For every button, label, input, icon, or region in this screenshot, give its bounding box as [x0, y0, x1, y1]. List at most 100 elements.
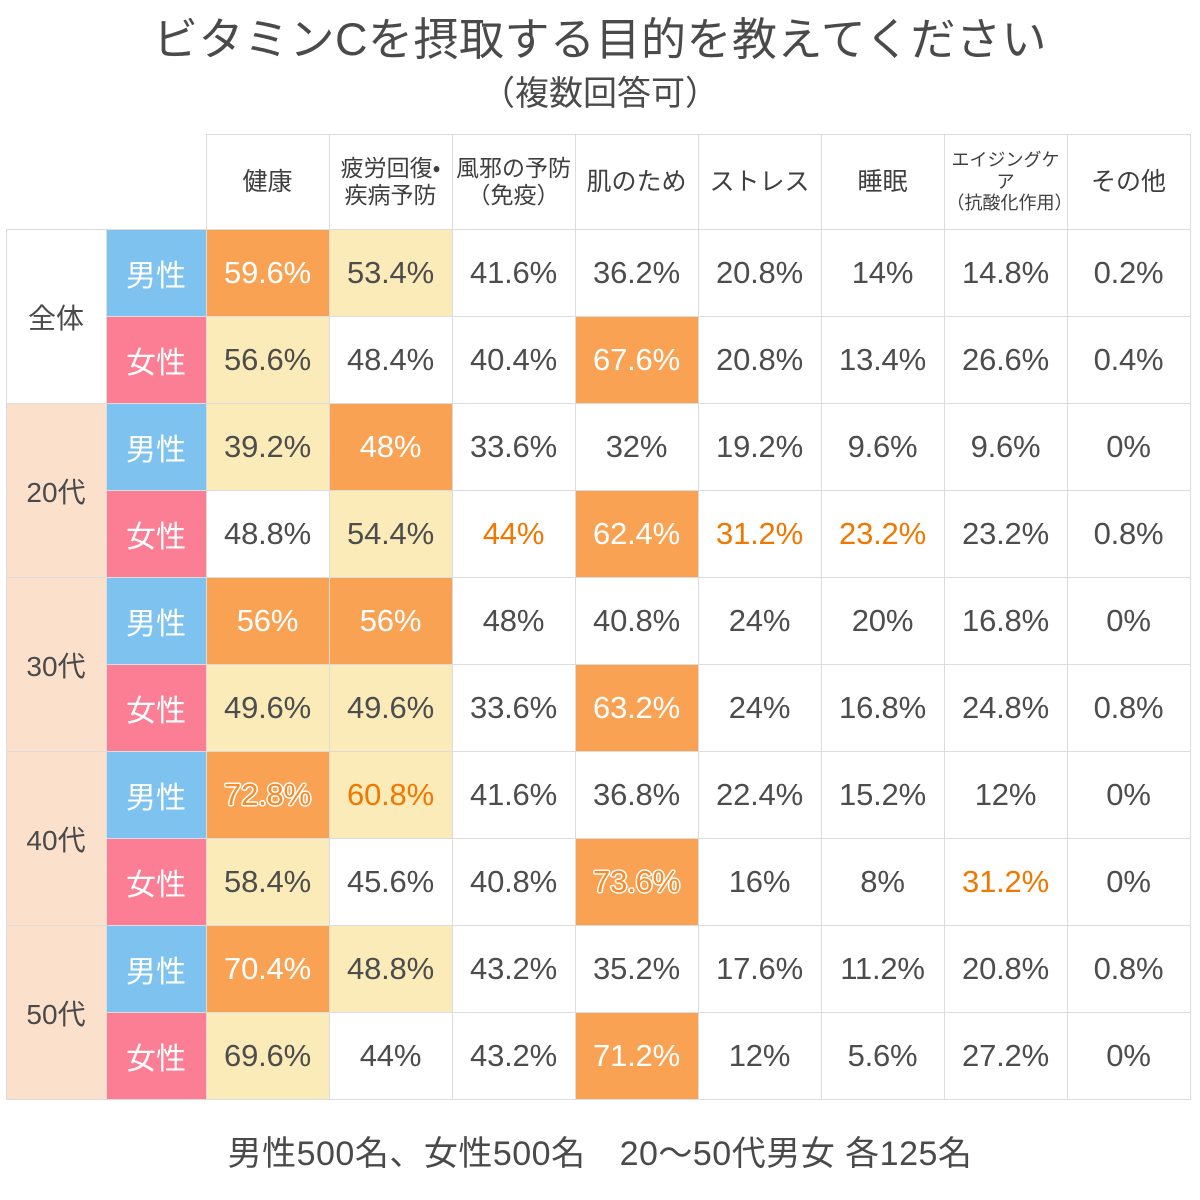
- data-cell: 13.4%: [820, 316, 945, 405]
- data-cell: 41.6%: [451, 229, 576, 318]
- data-cell: 41.6%: [451, 751, 576, 840]
- data-cell: 9.6%: [943, 403, 1068, 492]
- age-group-label: 40代: [5, 751, 107, 927]
- data-cell: 20.8%: [697, 229, 822, 318]
- data-cell: 48.8%: [328, 925, 453, 1014]
- data-cell: 60.8%: [328, 751, 453, 840]
- data-cell: 48.8%: [205, 490, 330, 579]
- data-cell: 56.6%: [205, 316, 330, 405]
- data-cell: 0.4%: [1066, 316, 1191, 405]
- data-cell: 0.8%: [1066, 664, 1191, 753]
- column-header-label: 疾病予防: [344, 182, 437, 209]
- data-cell: 35.2%: [574, 925, 699, 1014]
- gender-badge-female: 女性: [105, 490, 207, 579]
- header-row: 健康 疲労回復・ 疾病予防 風邪の予防 （免疫） 肌のため ストレス 睡眠 エイジングケア （抗酸…: [6, 134, 1191, 231]
- column-header-label: 健康: [242, 167, 293, 196]
- table-row: 40代 男性 72.8% 60.8% 41.6% 36.8% 22.4% 15.2% 12% 0%: [5, 751, 1191, 927]
- column-header-label: 疲労回復・: [340, 154, 441, 181]
- data-cell: 43.2%: [451, 1012, 576, 1101]
- column-header-7: その他: [1066, 134, 1191, 231]
- table-row: 女性 58.4% 45.6% 40.8% 73.6% 16% 8% 31.2% 0%: [6, 838, 1191, 927]
- data-cell: 36.8%: [574, 751, 699, 840]
- data-cell: 11.2%: [820, 925, 945, 1014]
- footer-note: 男性500名、女性500名 20〜50代男女 各125名: [0, 1126, 1200, 1175]
- data-cell: 24%: [697, 664, 822, 753]
- table-row: 女性 48.8% 54.4% 44% 62.4% 31.2% 23.2% 23.2% 0.8%: [6, 490, 1191, 579]
- data-cell: 24%: [697, 577, 822, 666]
- gender-badge-female: 女性: [105, 838, 207, 927]
- page-subtitle: （複数回答可）: [481, 75, 719, 114]
- table-body: 全体 男性 59.6% 53.4% 41.6% 36.2% 20.8% 14% 14.8% 0.2…: [5, 229, 1191, 1101]
- title-block: ビタミンCを摂取する目的を教えてください （複数回答可）: [0, 0, 1200, 116]
- data-cell: 40.8%: [451, 838, 576, 927]
- age-group-label: 全体: [5, 229, 107, 405]
- data-cell: 72.8%: [205, 751, 330, 840]
- column-header-label: （免疫）: [467, 182, 560, 209]
- data-cell: 17.6%: [697, 925, 822, 1014]
- age-group-label: 20代: [5, 403, 107, 579]
- column-header-label: ストレス: [709, 167, 810, 196]
- data-cell: 59.6%: [205, 229, 330, 318]
- page-title: ビタミンCを摂取する目的を教えてください: [153, 14, 1047, 65]
- table-container: 健康 疲労回復・ 疾病予防 風邪の予防 （免疫） 肌のため ストレス 睡眠 エイジングケア （抗酸…: [0, 134, 1200, 1101]
- table-row: 50代 男性 70.4% 48.8% 43.2% 35.2% 17.6% 11.2% 20.8%…: [5, 925, 1191, 1101]
- data-cell: 44%: [328, 1012, 453, 1101]
- data-cell: 0%: [1066, 751, 1191, 840]
- data-cell: 69.6%: [205, 1012, 330, 1101]
- column-header-label: その他: [1090, 167, 1166, 196]
- data-cell: 49.6%: [328, 664, 453, 753]
- gender-badge-female: 女性: [105, 316, 207, 405]
- data-cell: 53.4%: [328, 229, 453, 318]
- data-cell: 48%: [451, 577, 576, 666]
- data-cell: 20%: [820, 577, 945, 666]
- data-cell: 23.2%: [943, 490, 1068, 579]
- table-row: 30代 男性 56% 56% 48% 40.8% 24% 20% 16.8% 0%: [5, 577, 1191, 753]
- data-cell: 0%: [1066, 403, 1191, 492]
- column-header-label: 風邪の予防: [456, 154, 571, 181]
- data-cell: 16.8%: [943, 577, 1068, 666]
- gender-badge-male: 男性: [105, 403, 207, 492]
- table-row: 全体 男性 59.6% 53.4% 41.6% 36.2% 20.8% 14% 14.8% 0.2…: [5, 229, 1191, 405]
- column-header-label: （抗酸化作用）: [946, 193, 1073, 214]
- gender-badge-male: 男性: [105, 577, 207, 666]
- column-header-5: 睡眠: [820, 134, 945, 231]
- data-cell: 31.2%: [697, 490, 822, 579]
- age-group-label: 30代: [5, 577, 107, 753]
- gender-badge-male: 男性: [105, 229, 207, 318]
- column-header-label: 肌のため: [586, 167, 687, 196]
- column-header-label: 睡眠: [857, 167, 908, 196]
- data-cell: 43.2%: [451, 925, 576, 1014]
- data-cell: 19.2%: [697, 403, 822, 492]
- data-cell: 58.4%: [205, 838, 330, 927]
- data-cell: 67.6%: [574, 316, 699, 405]
- column-header-3: 肌のため: [574, 134, 699, 231]
- table-row: 女性 56.6% 48.4% 40.4% 67.6% 20.8% 13.4% 26.6% 0.4…: [6, 316, 1191, 405]
- footer-age-breakdown: 20〜50代男女 各125名: [619, 1135, 973, 1174]
- footer-sample-size: 男性500名、女性500名: [227, 1135, 586, 1174]
- table-row: 女性 69.6% 44% 43.2% 71.2% 12% 5.6% 27.2% 0%: [6, 1012, 1191, 1101]
- data-cell: 70.4%: [205, 925, 330, 1014]
- age-group-label: 50代: [5, 925, 107, 1101]
- data-cell: 32%: [574, 403, 699, 492]
- data-cell: 39.2%: [205, 403, 330, 492]
- data-cell: 71.2%: [574, 1012, 699, 1101]
- gender-badge-male: 男性: [105, 925, 207, 1014]
- data-cell: 14%: [820, 229, 945, 318]
- corner-cell-gender: [106, 135, 206, 230]
- data-cell: 14.8%: [943, 229, 1068, 318]
- column-header-4: ストレス: [697, 134, 822, 231]
- data-cell: 40.4%: [451, 316, 576, 405]
- data-cell: 0%: [1066, 1012, 1191, 1101]
- data-cell: 24.8%: [943, 664, 1068, 753]
- survey-data-table: 健康 疲労回復・ 疾病予防 風邪の予防 （免疫） 肌のため ストレス 睡眠 エイジングケア （抗酸…: [5, 134, 1191, 1101]
- data-cell: 56%: [205, 577, 330, 666]
- data-cell: 33.6%: [451, 664, 576, 753]
- data-cell: 9.6%: [820, 403, 945, 492]
- corner-cell-age: [6, 135, 106, 230]
- data-cell: 49.6%: [205, 664, 330, 753]
- data-cell: 0.2%: [1066, 229, 1191, 318]
- gender-badge-female: 女性: [105, 1012, 207, 1101]
- data-cell: 0.8%: [1066, 490, 1191, 579]
- data-cell: 44%: [451, 490, 576, 579]
- column-header-2: 風邪の予防 （免疫）: [451, 134, 576, 231]
